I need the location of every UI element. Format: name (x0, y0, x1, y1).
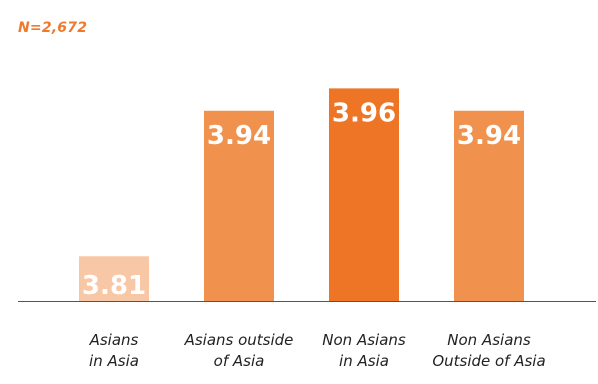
bar-value-label-4: 3.94 (457, 121, 521, 151)
bar-value-label-3: 3.96 (332, 98, 396, 128)
category-label-3: Non Asians in Asia (322, 331, 406, 370)
sample-size-note: N=2,672 (18, 20, 88, 36)
bar-value-label-1: 3.81 (82, 271, 146, 301)
category-label-4: Non Asians Outside of Asia (432, 331, 545, 370)
bar-2 (204, 110, 274, 301)
category-label-2: Asians outside of Asia (184, 331, 294, 370)
bar-value-label-2: 3.94 (207, 121, 271, 151)
bar-4 (454, 110, 524, 301)
category-label-1: Asians in Asia (89, 331, 139, 370)
bar-1 (79, 256, 149, 301)
bar-3 (329, 88, 399, 301)
